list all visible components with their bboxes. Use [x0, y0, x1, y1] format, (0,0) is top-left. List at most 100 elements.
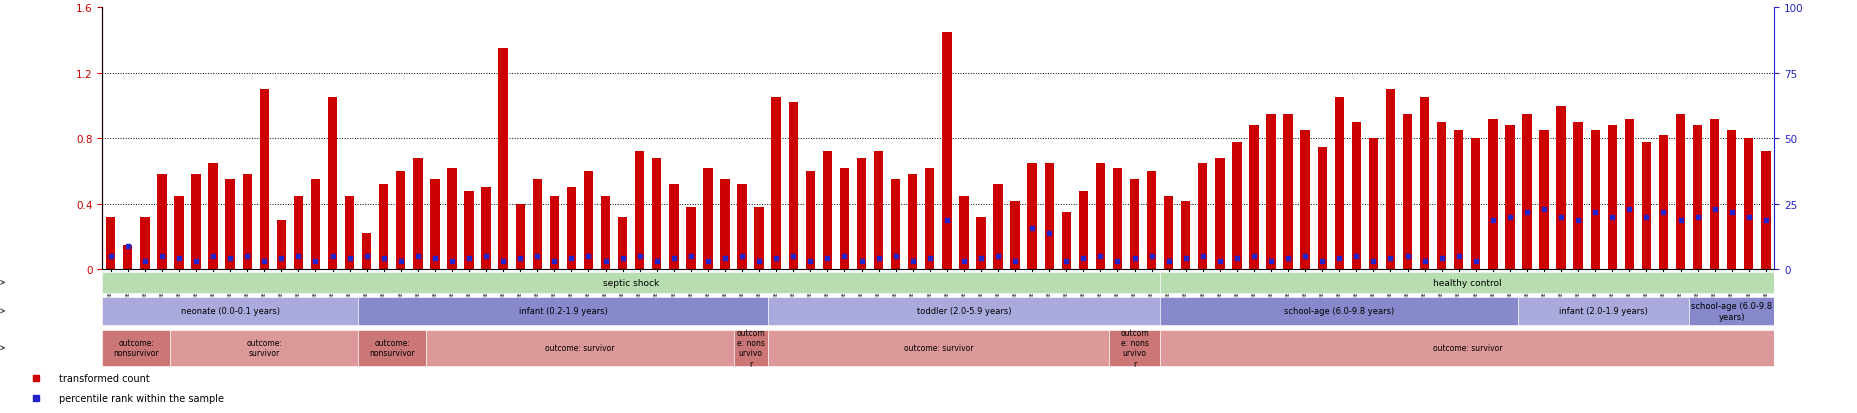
Bar: [243, 175, 253, 270]
Bar: [1096, 164, 1105, 270]
Bar: [1573, 123, 1582, 270]
Text: outcome: survivor: outcome: survivor: [903, 344, 973, 352]
Bar: [1727, 131, 1736, 270]
Bar: [1027, 164, 1036, 270]
Bar: [1283, 114, 1292, 270]
Bar: [566, 188, 576, 270]
Bar: [737, 185, 747, 270]
Text: percentile rank within the sample: percentile rank within the sample: [59, 393, 225, 403]
Bar: [1333, 98, 1343, 270]
Bar: [1692, 126, 1701, 270]
Text: transformed count: transformed count: [59, 373, 150, 383]
Bar: [1044, 164, 1053, 270]
Bar: [498, 49, 507, 270]
Bar: [734, 330, 767, 366]
Bar: [1454, 131, 1463, 270]
Bar: [767, 297, 1159, 325]
Bar: [464, 191, 474, 270]
Text: outcome:
survivor: outcome: survivor: [247, 338, 282, 358]
Bar: [669, 185, 678, 270]
Bar: [993, 185, 1003, 270]
Bar: [771, 98, 780, 270]
Bar: [1658, 136, 1668, 270]
Bar: [260, 90, 269, 270]
Bar: [1369, 139, 1378, 270]
Bar: [139, 217, 149, 270]
Bar: [1350, 123, 1361, 270]
Bar: [1708, 119, 1718, 270]
Bar: [1248, 126, 1257, 270]
Text: outcom
e: nons
urvivo
r: outcom e: nons urvivo r: [1120, 328, 1148, 368]
Bar: [1317, 147, 1326, 270]
Bar: [1079, 191, 1088, 270]
Bar: [358, 297, 767, 325]
Bar: [754, 208, 763, 270]
Bar: [1112, 169, 1122, 270]
Bar: [277, 221, 286, 270]
Bar: [379, 185, 388, 270]
Bar: [327, 98, 338, 270]
Bar: [1760, 152, 1770, 270]
Bar: [908, 175, 917, 270]
Bar: [514, 204, 526, 270]
Text: outcom
e: nons
urvivo
r: outcom e: nons urvivo r: [735, 328, 765, 368]
Bar: [481, 188, 490, 270]
Bar: [1214, 159, 1224, 270]
Bar: [652, 159, 661, 270]
Text: toddler (2.0-5.9 years): toddler (2.0-5.9 years): [916, 307, 1010, 316]
Text: school-age (6.0-9.8 years): school-age (6.0-9.8 years): [1283, 307, 1393, 316]
Text: other: other: [0, 343, 4, 353]
Bar: [425, 330, 734, 366]
Bar: [1162, 196, 1174, 270]
Bar: [1010, 201, 1019, 270]
Bar: [1517, 297, 1688, 325]
Bar: [1159, 272, 1773, 293]
Bar: [396, 172, 405, 270]
Text: septic shock: septic shock: [604, 278, 659, 287]
Text: disease state: disease state: [0, 278, 4, 288]
Bar: [431, 180, 440, 270]
Bar: [1109, 330, 1159, 366]
Bar: [583, 172, 592, 270]
Text: school-age (6.0-9.8
years): school-age (6.0-9.8 years): [1690, 301, 1772, 321]
Bar: [635, 152, 644, 270]
Bar: [1402, 114, 1411, 270]
Text: infant (2.0-1.9 years): infant (2.0-1.9 years): [1558, 307, 1647, 316]
Bar: [550, 196, 559, 270]
Bar: [362, 234, 371, 270]
Text: outcome: survivor: outcome: survivor: [544, 344, 615, 352]
Bar: [1688, 297, 1773, 325]
Bar: [1435, 123, 1445, 270]
Bar: [1556, 106, 1565, 270]
Bar: [106, 217, 115, 270]
Bar: [310, 180, 319, 270]
Bar: [1471, 139, 1480, 270]
Bar: [1642, 142, 1651, 270]
Bar: [102, 297, 358, 325]
Text: healthy control: healthy control: [1432, 278, 1500, 287]
Bar: [1538, 131, 1549, 270]
Text: outcome:
nonsurvivor: outcome: nonsurvivor: [370, 338, 414, 358]
Bar: [1675, 114, 1684, 270]
Bar: [600, 196, 609, 270]
Bar: [958, 196, 967, 270]
Bar: [208, 164, 217, 270]
Bar: [1606, 126, 1616, 270]
Bar: [806, 172, 815, 270]
Text: development stage: development stage: [0, 306, 4, 316]
Bar: [358, 330, 425, 366]
Bar: [533, 180, 542, 270]
Bar: [941, 33, 951, 270]
Bar: [102, 272, 1159, 293]
Bar: [721, 180, 730, 270]
Bar: [1159, 330, 1773, 366]
Text: infant (0.2-1.9 years): infant (0.2-1.9 years): [518, 307, 607, 316]
Bar: [1521, 114, 1530, 270]
Bar: [1385, 90, 1395, 270]
Bar: [1181, 201, 1190, 270]
Text: neonate (0.0-0.1 years): neonate (0.0-0.1 years): [180, 307, 280, 316]
Bar: [123, 245, 132, 270]
Bar: [171, 330, 358, 366]
Bar: [1060, 213, 1070, 270]
Bar: [1266, 114, 1276, 270]
